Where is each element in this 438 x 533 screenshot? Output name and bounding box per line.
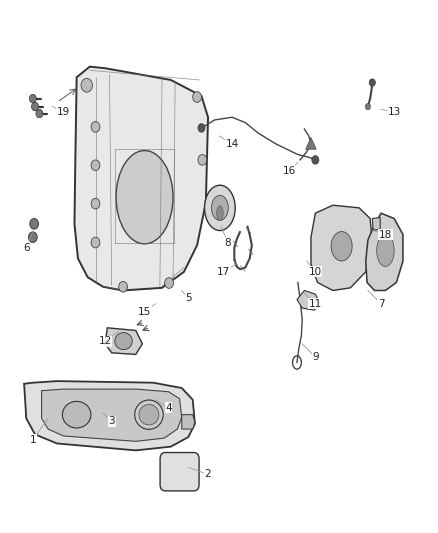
Circle shape [198, 155, 207, 165]
Polygon shape [366, 213, 403, 290]
Circle shape [193, 92, 201, 102]
Text: 15: 15 [138, 307, 151, 317]
Circle shape [91, 198, 100, 209]
Polygon shape [182, 415, 195, 429]
Text: 3: 3 [108, 416, 115, 426]
Text: 6: 6 [23, 243, 30, 253]
Text: 1: 1 [29, 435, 36, 445]
Text: 8: 8 [224, 238, 231, 247]
Polygon shape [297, 290, 320, 310]
Polygon shape [311, 205, 372, 290]
Ellipse shape [331, 231, 352, 261]
Text: 16: 16 [283, 166, 296, 175]
Circle shape [119, 281, 127, 292]
Circle shape [165, 278, 173, 288]
Text: 7: 7 [378, 299, 385, 309]
Polygon shape [74, 67, 208, 290]
Circle shape [198, 124, 205, 132]
Circle shape [91, 122, 100, 132]
Circle shape [365, 103, 371, 110]
Circle shape [36, 109, 43, 118]
Polygon shape [24, 381, 195, 450]
Text: 19: 19 [57, 107, 70, 117]
Circle shape [91, 160, 100, 171]
Circle shape [369, 79, 375, 86]
Text: 4: 4 [165, 403, 172, 413]
Polygon shape [105, 328, 142, 354]
Ellipse shape [139, 405, 159, 425]
Ellipse shape [377, 235, 394, 266]
Ellipse shape [216, 206, 223, 221]
Ellipse shape [62, 401, 91, 428]
Text: 17: 17 [217, 267, 230, 277]
Circle shape [30, 219, 39, 229]
Ellipse shape [116, 150, 173, 244]
Text: 18: 18 [379, 230, 392, 239]
Polygon shape [42, 389, 182, 441]
Text: 14: 14 [226, 139, 239, 149]
Circle shape [312, 156, 319, 164]
Circle shape [28, 232, 37, 243]
Text: 11: 11 [309, 299, 322, 309]
Text: 2: 2 [205, 470, 212, 479]
FancyBboxPatch shape [160, 453, 199, 491]
Circle shape [91, 237, 100, 248]
Circle shape [81, 78, 92, 92]
Text: 5: 5 [185, 294, 192, 303]
Text: 12: 12 [99, 336, 112, 346]
Text: 9: 9 [312, 352, 319, 362]
Polygon shape [306, 138, 316, 149]
Text: 10: 10 [309, 267, 322, 277]
Ellipse shape [135, 400, 163, 430]
Polygon shape [372, 217, 380, 230]
Ellipse shape [115, 333, 132, 350]
Ellipse shape [212, 196, 228, 220]
Text: 13: 13 [388, 107, 401, 117]
Circle shape [29, 94, 36, 103]
Circle shape [32, 102, 39, 111]
Ellipse shape [205, 185, 235, 231]
